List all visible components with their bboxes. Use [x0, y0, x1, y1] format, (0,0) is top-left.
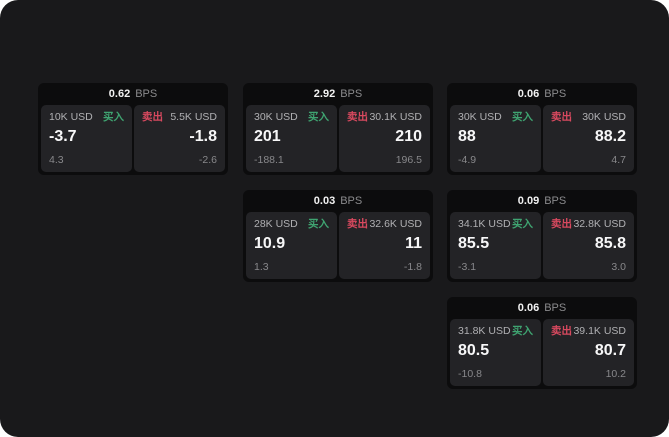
sell-panel[interactable]: 卖出 39.1K USD 80.7 10.2 [543, 319, 634, 386]
buy-panel[interactable]: 30K USD 买入 88 -4.9 [450, 105, 541, 172]
buy-sub-value: -188.1 [254, 154, 284, 166]
sell-amount: 30K USD [582, 111, 626, 123]
sell-amount: 32.8K USD [573, 218, 626, 230]
sell-value: 88.2 [594, 128, 626, 145]
sell-value: 80.7 [594, 342, 626, 359]
sell-amount: 30.1K USD [369, 111, 422, 123]
buy-value: 201 [254, 128, 281, 145]
bps-value: 0.09 [517, 195, 540, 207]
bps-value: 0.03 [313, 195, 336, 207]
sell-side-tag: 卖出 [551, 111, 572, 123]
buy-panel[interactable]: 30K USD 买入 201 -188.1 [246, 105, 337, 172]
bps-unit-label: BPS [340, 88, 363, 100]
card-header: 0.06 BPS [450, 297, 634, 319]
bps-value: 2.92 [313, 88, 336, 100]
sell-value: 210 [395, 128, 422, 145]
quote-panels: 10K USD 买入 -3.7 4.3 卖出 5.5K USD -1.8 -2.… [41, 105, 225, 172]
buy-sub-value: 4.3 [49, 154, 64, 166]
card-header: 0.03 BPS [246, 190, 430, 212]
quote-card-1: 0.62 BPS 10K USD 买入 -3.7 4.3 卖出 5.5K USD… [38, 83, 228, 175]
buy-side-tag: 买入 [512, 111, 533, 123]
bps-value: 0.62 [108, 88, 131, 100]
buy-panel[interactable]: 34.1K USD 买入 85.5 -3.1 [450, 212, 541, 279]
sell-side-tag: 卖出 [347, 218, 368, 230]
buy-panel[interactable]: 10K USD 买入 -3.7 4.3 [41, 105, 132, 172]
sell-sub-value: 4.7 [611, 154, 626, 166]
card-header: 0.06 BPS [450, 83, 634, 105]
sell-panel[interactable]: 卖出 32.6K USD 11 -1.8 [339, 212, 430, 279]
buy-panel[interactable]: 28K USD 买入 10.9 1.3 [246, 212, 337, 279]
quote-card-5: 0.09 BPS 34.1K USD 买入 85.5 -3.1 卖出 32.8K… [447, 190, 637, 282]
buy-sub-value: -3.1 [458, 261, 477, 273]
sell-amount: 5.5K USD [170, 111, 217, 123]
sell-side-tag: 卖出 [347, 111, 368, 123]
buy-amount: 30K USD [458, 111, 502, 123]
buy-amount: 30K USD [254, 111, 298, 123]
bps-value: 0.06 [517, 302, 540, 314]
buy-value: 85.5 [458, 235, 490, 252]
bps-unit-label: BPS [544, 195, 567, 207]
quote-card-4: 0.03 BPS 28K USD 买入 10.9 1.3 卖出 32.6K US… [243, 190, 433, 282]
bps-unit-label: BPS [544, 302, 567, 314]
buy-sub-value: -10.8 [458, 368, 482, 380]
buy-value: 88 [458, 128, 476, 145]
quote-panels: 30K USD 买入 201 -188.1 卖出 30.1K USD 210 1… [246, 105, 430, 172]
quote-panels: 28K USD 买入 10.9 1.3 卖出 32.6K USD 11 -1.8 [246, 212, 430, 279]
buy-value: 80.5 [458, 342, 490, 359]
card-header: 2.92 BPS [246, 83, 430, 105]
buy-value: 10.9 [254, 235, 286, 252]
card-header: 0.09 BPS [450, 190, 634, 212]
buy-sub-value: -4.9 [458, 154, 477, 166]
sell-side-tag: 卖出 [142, 111, 163, 123]
sell-sub-value: 196.5 [395, 154, 422, 166]
sell-panel[interactable]: 卖出 30.1K USD 210 196.5 [339, 105, 430, 172]
sell-sub-value: -2.6 [198, 154, 217, 166]
sell-amount: 32.6K USD [369, 218, 422, 230]
quote-card-2: 2.92 BPS 30K USD 买入 201 -188.1 卖出 30.1K … [243, 83, 433, 175]
sell-sub-value: -1.8 [403, 261, 422, 273]
sell-value: 85.8 [594, 235, 626, 252]
sell-sub-value: 10.2 [605, 368, 626, 380]
quote-card-6: 0.06 BPS 31.8K USD 买入 80.5 -10.8 卖出 39.1… [447, 297, 637, 389]
sell-value: -1.8 [189, 128, 217, 145]
buy-side-tag: 买入 [308, 218, 329, 230]
buy-amount: 34.1K USD [458, 218, 511, 230]
sell-side-tag: 卖出 [551, 218, 572, 230]
sell-sub-value: 3.0 [611, 261, 626, 273]
buy-amount: 31.8K USD [458, 325, 511, 337]
sell-amount: 39.1K USD [573, 325, 626, 337]
bps-unit-label: BPS [135, 88, 158, 100]
card-header: 0.62 BPS [41, 83, 225, 105]
sell-panel[interactable]: 卖出 30K USD 88.2 4.7 [543, 105, 634, 172]
buy-side-tag: 买入 [512, 218, 533, 230]
bps-unit-label: BPS [340, 195, 363, 207]
buy-sub-value: 1.3 [254, 261, 269, 273]
buy-panel[interactable]: 31.8K USD 买入 80.5 -10.8 [450, 319, 541, 386]
buy-value: -3.7 [49, 128, 77, 145]
sell-side-tag: 卖出 [551, 325, 572, 337]
buy-amount: 28K USD [254, 218, 298, 230]
sell-value: 11 [405, 235, 422, 252]
buy-amount: 10K USD [49, 111, 93, 123]
sell-panel[interactable]: 卖出 5.5K USD -1.8 -2.6 [134, 105, 225, 172]
quote-panels: 34.1K USD 买入 85.5 -3.1 卖出 32.8K USD 85.8… [450, 212, 634, 279]
buy-side-tag: 买入 [308, 111, 329, 123]
quote-panels: 30K USD 买入 88 -4.9 卖出 30K USD 88.2 4.7 [450, 105, 634, 172]
quote-panels: 31.8K USD 买入 80.5 -10.8 卖出 39.1K USD 80.… [450, 319, 634, 386]
bps-value: 0.06 [517, 88, 540, 100]
buy-side-tag: 买入 [512, 325, 533, 337]
sell-panel[interactable]: 卖出 32.8K USD 85.8 3.0 [543, 212, 634, 279]
bps-unit-label: BPS [544, 88, 567, 100]
quote-card-3: 0.06 BPS 30K USD 买入 88 -4.9 卖出 30K USD 8… [447, 83, 637, 175]
buy-side-tag: 买入 [103, 111, 124, 123]
